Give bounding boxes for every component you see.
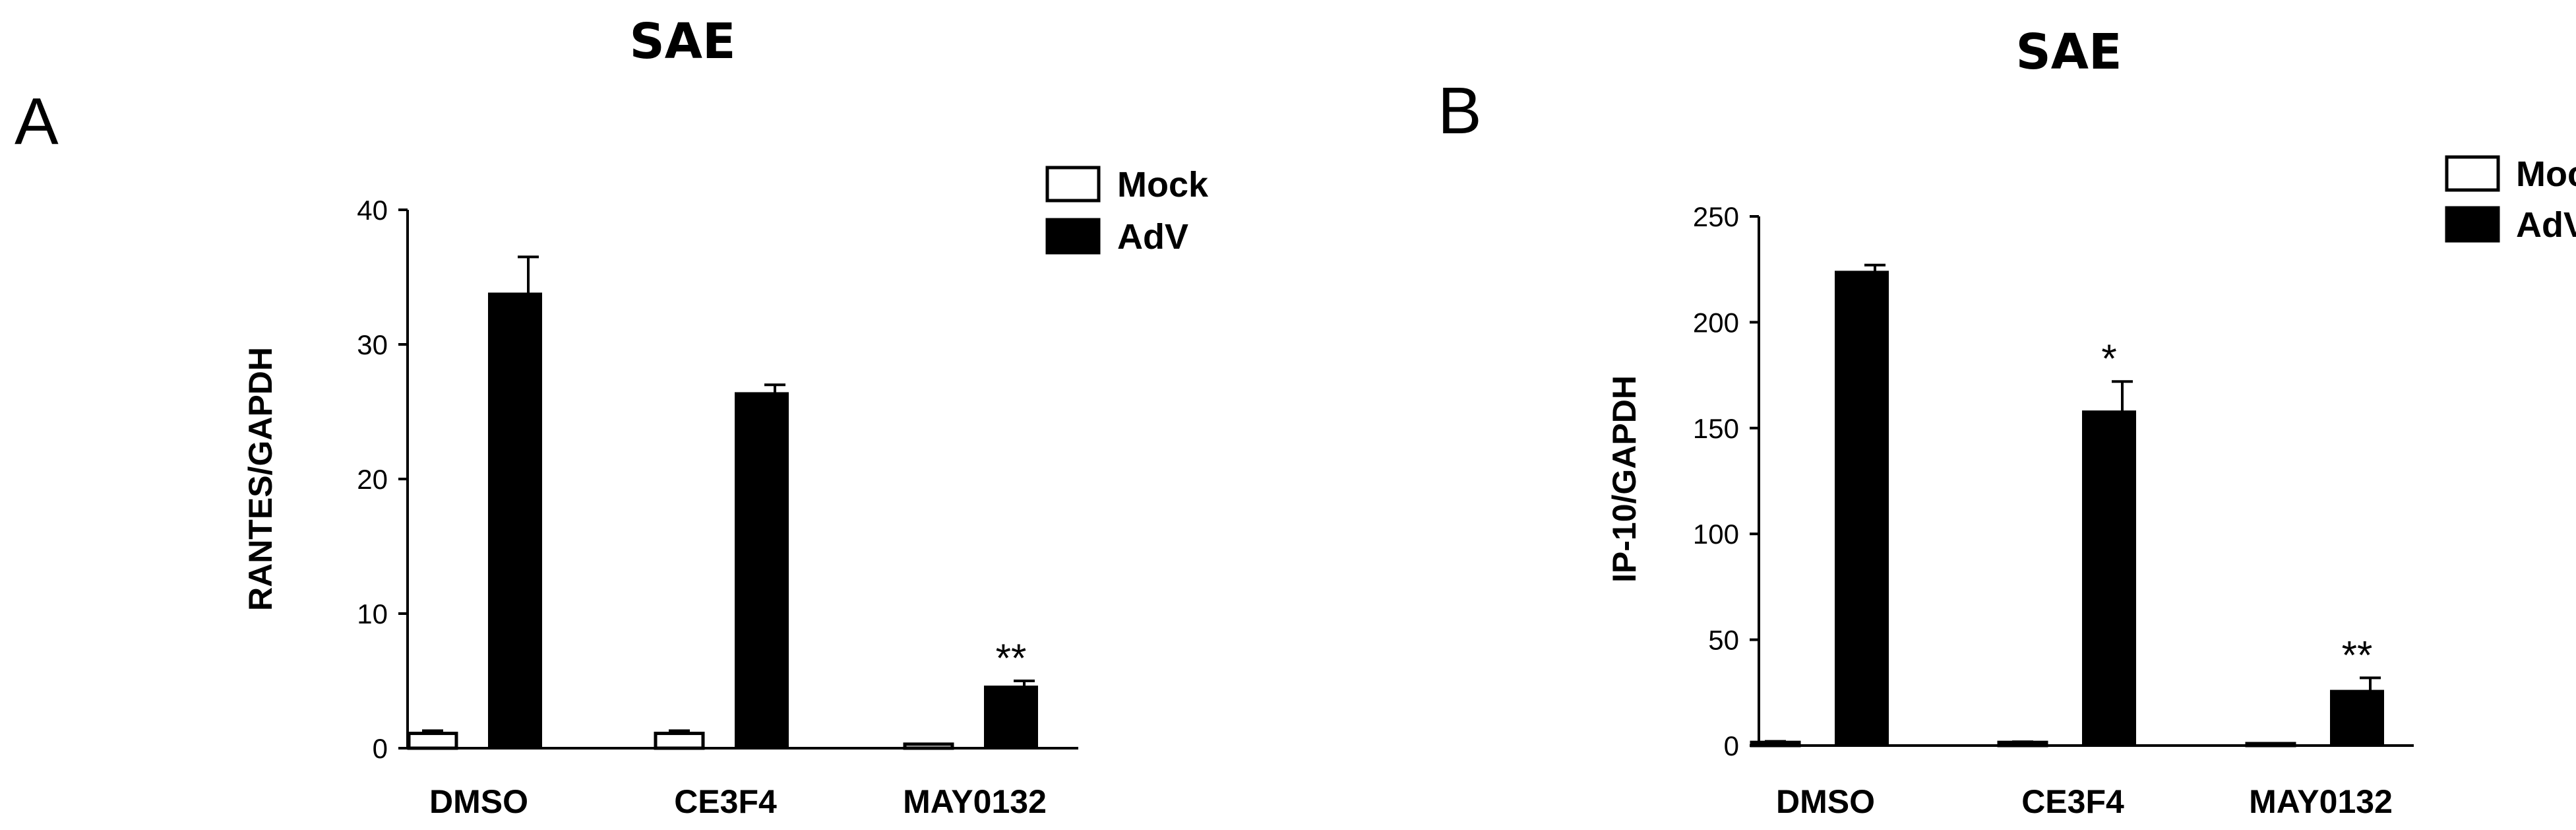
legend-label-adv: AdV bbox=[2516, 205, 2576, 245]
x-tick-label: MAY0132 bbox=[903, 783, 1047, 820]
legend: Mock AdV bbox=[1045, 165, 1209, 257]
y-tick-label: 40 bbox=[357, 195, 388, 226]
bar-mock-ce3f4 bbox=[654, 732, 705, 750]
chart-title: SAE bbox=[629, 13, 735, 70]
y-tick-label: 100 bbox=[1693, 519, 1739, 550]
y-tick-label: 30 bbox=[357, 329, 388, 360]
y-tick-label: 10 bbox=[357, 598, 388, 629]
y-tick-label: 150 bbox=[1693, 413, 1739, 444]
bar-mock-dmso bbox=[1750, 740, 1801, 748]
chart-panel-b: SAE B IP-10/GAPDH 0 50 100 150 200 250 DMSO CE3F4 *… bbox=[1438, 24, 2576, 820]
bar-adv-may0132 bbox=[2330, 689, 2384, 747]
y-axis-label: IP-10/GAPDH bbox=[1606, 375, 1643, 583]
y-tick-label: 250 bbox=[1693, 201, 1739, 232]
bar-adv-dmso bbox=[488, 292, 542, 750]
bar-adv-dmso bbox=[1835, 271, 1889, 746]
x-tick-label: CE3F4 bbox=[674, 783, 777, 820]
chart-panel-a: SAE A RANTES/GAPDH 0 10 20 30 40 DMSO CE3F4 MAY013… bbox=[15, 13, 1209, 820]
legend-swatch-mock bbox=[1045, 166, 1101, 203]
y-tick-label: 20 bbox=[357, 464, 388, 495]
significance-label: ** bbox=[996, 636, 1027, 680]
legend-swatch-mock bbox=[2445, 155, 2500, 192]
bar-adv-ce3f4 bbox=[2082, 410, 2136, 746]
bar-mock-may0132 bbox=[2245, 742, 2296, 748]
legend-swatch-adv bbox=[1045, 218, 1101, 255]
legend: Mock AdV bbox=[2445, 154, 2576, 245]
panel-letter: B bbox=[1438, 74, 1482, 148]
bar-mock-may0132 bbox=[903, 742, 954, 750]
chart-title: SAE bbox=[2015, 24, 2122, 80]
y-tick-label: 200 bbox=[1693, 307, 1739, 338]
significance-label: ** bbox=[2342, 633, 2373, 677]
y-axis-label: RANTES/GAPDH bbox=[242, 347, 279, 611]
legend-label-mock: Mock bbox=[1117, 165, 1209, 205]
y-tick-label: 0 bbox=[1724, 730, 1739, 761]
bar-adv-may0132 bbox=[984, 686, 1038, 750]
x-tick-label: DMSO bbox=[429, 783, 528, 820]
legend-label-mock: Mock bbox=[2516, 154, 2576, 194]
bar-mock-ce3f4 bbox=[1997, 740, 2048, 748]
x-tick-label: DMSO bbox=[1776, 783, 1875, 820]
bar-adv-ce3f4 bbox=[735, 392, 789, 749]
x-tick-label: CE3F4 bbox=[2021, 783, 2124, 820]
significance-label: * bbox=[2101, 336, 2116, 381]
x-tick-label: MAY0132 bbox=[2249, 783, 2393, 820]
bar-mock-dmso bbox=[407, 732, 458, 750]
legend-label-adv: AdV bbox=[1117, 217, 1188, 257]
legend-swatch-adv bbox=[2445, 206, 2500, 243]
y-tick-label: 50 bbox=[1708, 625, 1739, 656]
panel-letter: A bbox=[15, 84, 59, 158]
y-tick-label: 0 bbox=[373, 733, 388, 764]
